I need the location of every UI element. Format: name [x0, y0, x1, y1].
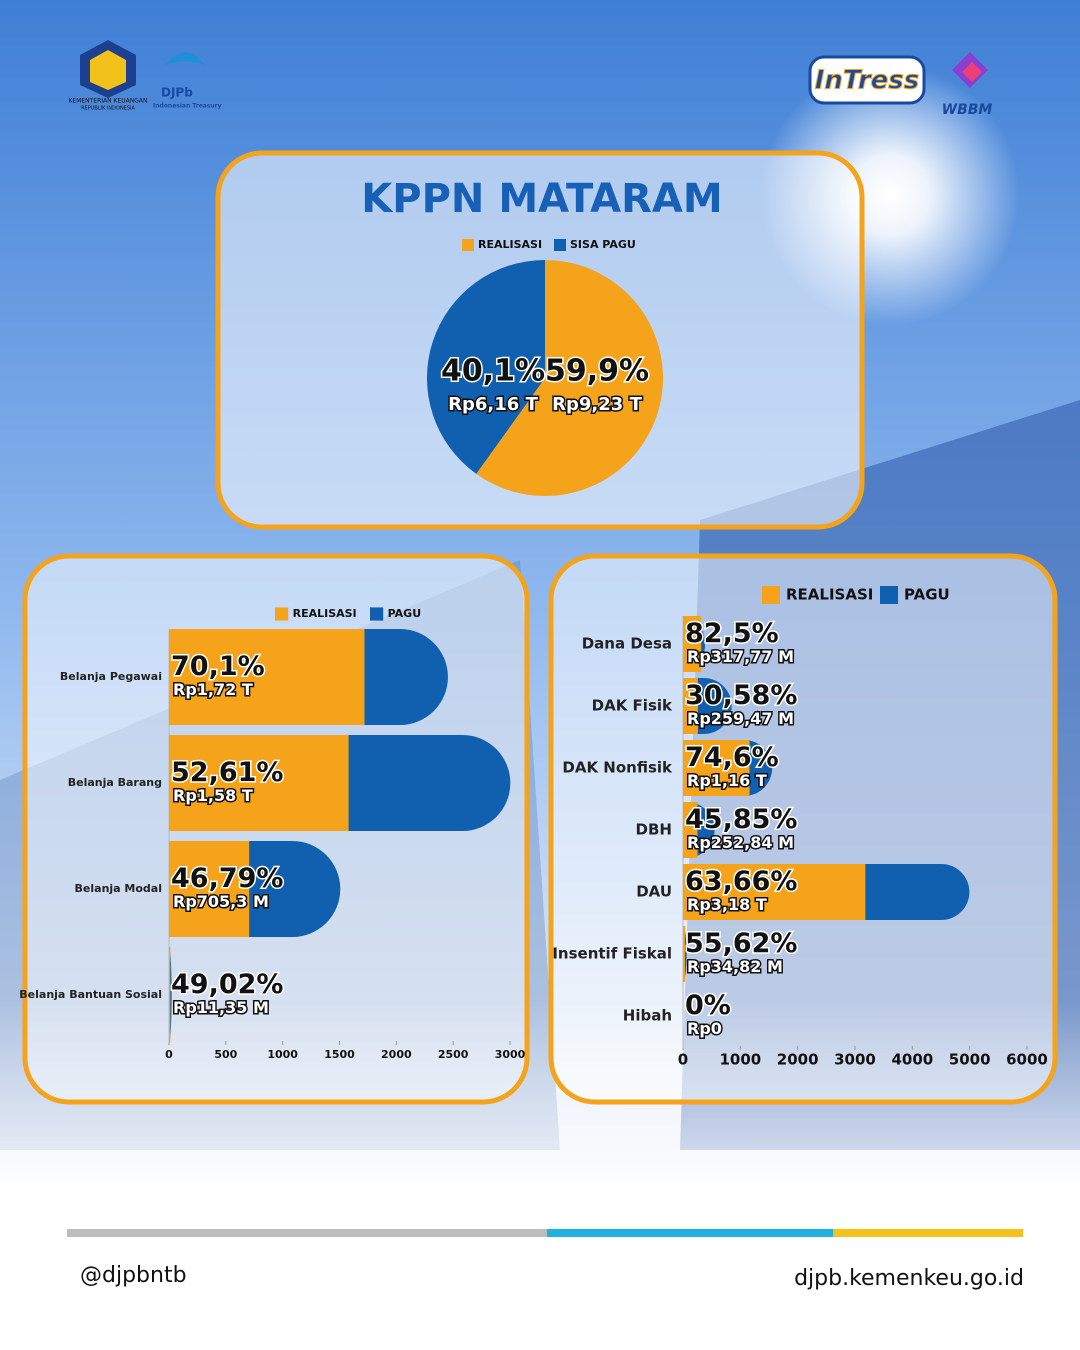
- x-tick-label: 0: [165, 1048, 173, 1061]
- percent-label: 55,62%: [685, 928, 797, 959]
- bar-realisasi: [169, 735, 349, 831]
- category-label: Belanja Pegawai: [60, 670, 162, 683]
- x-tick-label: 5000: [949, 1051, 991, 1069]
- category-label: Belanja Modal: [75, 882, 162, 895]
- legend-swatch: [762, 586, 780, 604]
- panel: [548, 553, 1058, 1105]
- category-label: DAU: [636, 883, 672, 901]
- x-tick-label: 3000: [834, 1051, 876, 1069]
- legend-label: PAGU: [388, 607, 422, 620]
- slice-percent: 59,9%: [545, 354, 649, 389]
- amount-label: Rp317,77 M: [687, 647, 794, 666]
- bar-realisasi: [169, 841, 250, 937]
- x-tick-label: 1000: [719, 1051, 761, 1069]
- percent-label: 45,85%: [685, 804, 797, 835]
- bar-realisasi: [169, 629, 365, 725]
- percent-label: 52,61%: [171, 757, 283, 788]
- x-tick-label: 2000: [381, 1048, 412, 1061]
- amount-label: Rp1,72 T: [173, 680, 253, 699]
- x-tick-label: 1500: [324, 1048, 355, 1061]
- bar-realisasi: [169, 947, 171, 1043]
- category-label: Insentif Fiskal: [552, 945, 672, 963]
- x-tick-label: 6000: [1006, 1051, 1048, 1069]
- category-label: DAK Fisik: [592, 697, 673, 715]
- amount-label: Rp11,35 M: [173, 998, 269, 1017]
- logo-intress: InTress: [808, 55, 926, 105]
- category-label: DBH: [636, 821, 672, 839]
- bar-realisasi: [683, 616, 702, 672]
- amount-label: Rp3,18 T: [687, 895, 767, 914]
- percent-label: 30,58%: [685, 680, 797, 711]
- category-label: Belanja Bantuan Sosial: [19, 988, 162, 1001]
- footer-bar: [67, 1229, 547, 1237]
- category-label: Hibah: [623, 1007, 672, 1025]
- legend-label: SISA PAGU: [570, 238, 636, 251]
- category-label: DAK Nonfisik: [562, 759, 673, 777]
- legend-swatch: [275, 607, 289, 621]
- percent-label: 82,5%: [685, 618, 779, 649]
- legend-swatch: [554, 239, 566, 251]
- x-tick-label: 4000: [891, 1051, 933, 1069]
- pie-slice: [426, 260, 545, 474]
- legend-label: REALISASI: [293, 607, 357, 620]
- percent-label: 0%: [685, 990, 731, 1021]
- legend-label: PAGU: [904, 586, 950, 604]
- footer-bar: [547, 1229, 833, 1237]
- logo-kemenkeu: KEMENTERIAN KEUANGAN REPUBLIK INDONESIA: [68, 40, 148, 112]
- slice-amount: Rp6,16 T: [448, 394, 538, 415]
- amount-label: Rp1,16 T: [687, 771, 767, 790]
- legend-swatch: [370, 607, 384, 621]
- percent-label: 46,79%: [171, 863, 283, 894]
- amount-label: Rp252,84 M: [687, 833, 794, 852]
- amount-label: Rp34,82 M: [687, 957, 783, 976]
- footer-bar: [833, 1229, 1023, 1237]
- x-tick-label: 3000: [495, 1048, 526, 1061]
- x-tick-label: 2500: [438, 1048, 469, 1061]
- logo-djpb: DJPb Indonesian Treasury: [153, 52, 222, 110]
- slice-amount: Rp9,23 T: [552, 394, 642, 415]
- x-tick-label: 2000: [777, 1051, 819, 1069]
- legend-swatch: [880, 586, 898, 604]
- x-tick-label: 1000: [267, 1048, 298, 1061]
- amount-label: Rp259,47 M: [687, 709, 794, 728]
- footer-website: djpb.kemenkeu.go.id: [794, 1266, 1024, 1291]
- legend-label: REALISASI: [478, 238, 542, 251]
- x-tick-label: 0: [678, 1051, 688, 1069]
- amount-label: Rp1,58 T: [173, 786, 253, 805]
- category-label: Dana Desa: [582, 635, 672, 653]
- chart-title: KPPN MATARAM: [361, 176, 722, 222]
- amount-label: Rp0: [687, 1019, 722, 1038]
- bar-realisasi: [683, 802, 698, 858]
- percent-label: 63,66%: [685, 866, 797, 897]
- percent-label: 49,02%: [171, 969, 283, 1000]
- percent-label: 70,1%: [171, 651, 265, 682]
- djpb-sub: Indonesian Treasury: [153, 103, 222, 110]
- pie-slice: [476, 260, 663, 496]
- amount-label: Rp705,3 M: [173, 892, 269, 911]
- bar-realisasi: [683, 864, 866, 920]
- bar-realisasi: [683, 926, 685, 982]
- djpb: DJPb: [161, 86, 193, 100]
- x-tick-label: 500: [214, 1048, 237, 1061]
- logo-wbbm: WBBM: [942, 52, 993, 118]
- wbbm: WBBM: [942, 102, 993, 118]
- ministry: KEMENTERIAN KEUANGAN: [68, 98, 147, 105]
- intress: InTress: [815, 66, 919, 96]
- ministry-sub: REPUBLIK INDONESIA: [81, 106, 135, 112]
- legend-swatch: [462, 239, 474, 251]
- percent-label: 74,6%: [685, 742, 779, 773]
- slice-percent: 40,1%: [441, 354, 545, 389]
- footer-handle: @djpbntb: [80, 1263, 187, 1288]
- category-label: Belanja Barang: [68, 776, 162, 789]
- footer-bg: [0, 1180, 1080, 1350]
- bar-realisasi: [683, 678, 698, 734]
- bar-realisasi: [683, 740, 750, 796]
- legend-label: REALISASI: [786, 586, 873, 604]
